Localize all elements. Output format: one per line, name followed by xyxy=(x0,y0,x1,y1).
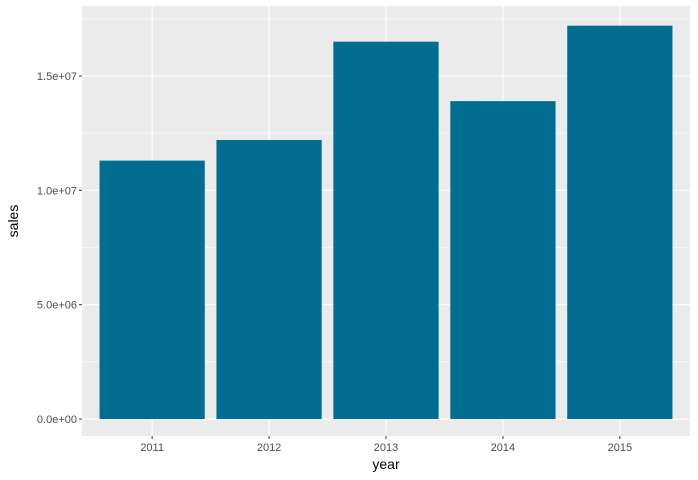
x-tick-label: 2013 xyxy=(374,442,398,454)
x-tick-label: 2014 xyxy=(491,442,515,454)
y-axis-title: sales xyxy=(5,205,21,238)
bars-group xyxy=(99,25,673,420)
y-tick-label: 5.0e+06 xyxy=(37,300,77,312)
bar-2011 xyxy=(99,160,205,419)
x-tick-label: 2015 xyxy=(608,442,632,454)
y-tick-label: 0.0e+00 xyxy=(37,414,77,426)
y-axis: 0.0e+00 5.0e+06 1.0e+07 1.5e+07 xyxy=(37,71,82,426)
bar-2015 xyxy=(567,25,673,420)
x-axis-title: year xyxy=(372,456,400,472)
bar-2014 xyxy=(450,101,556,420)
x-tick-label: 2011 xyxy=(140,442,164,454)
x-tick-label: 2012 xyxy=(257,442,281,454)
y-tick-label: 1.5e+07 xyxy=(37,71,77,83)
bar-2013 xyxy=(333,41,439,419)
y-tick-label: 1.0e+07 xyxy=(37,185,77,197)
x-axis: 2011 2012 2013 2014 2015 xyxy=(140,436,632,454)
bar-2012 xyxy=(216,140,322,419)
